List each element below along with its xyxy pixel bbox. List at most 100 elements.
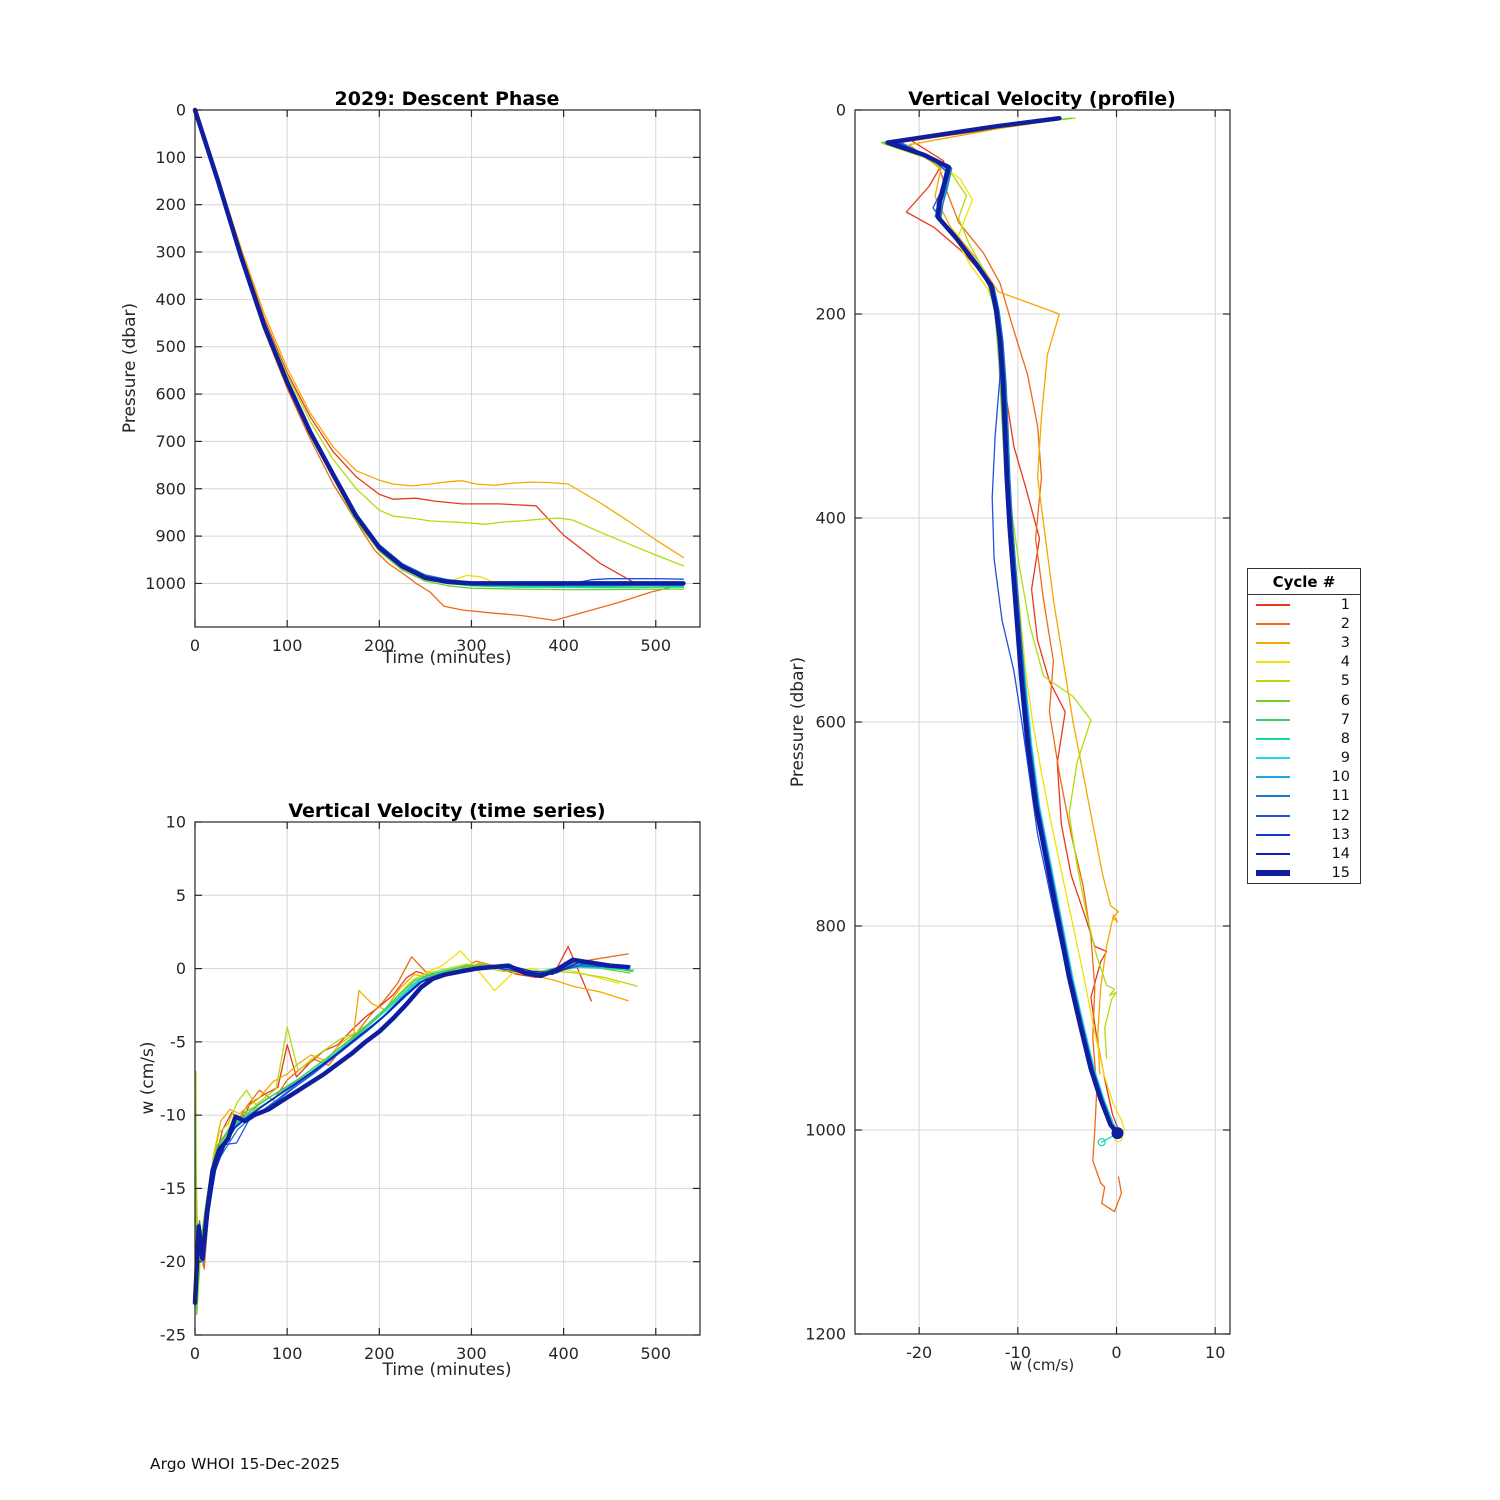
- legend-row: 8: [1248, 729, 1360, 748]
- legend-line-swatch: [1256, 603, 1290, 606]
- legend-line-swatch: [1256, 757, 1290, 760]
- legend-cycle-number: 7: [1340, 711, 1350, 728]
- legend-row: 1: [1248, 595, 1360, 614]
- series-line-cycle-1: [905, 119, 1120, 1131]
- legend-row: 6: [1248, 691, 1360, 710]
- legend-row: 2: [1248, 614, 1360, 633]
- series-line-cycle-5: [195, 963, 638, 1314]
- legend-row: 3: [1248, 633, 1360, 652]
- series-line-cycle-7: [194, 964, 634, 1295]
- legend-separator: [1248, 594, 1360, 595]
- x-tick-label: 100: [272, 636, 303, 655]
- x-tick-label: 0: [190, 1344, 200, 1363]
- legend-cycle-number: 8: [1340, 730, 1350, 747]
- legend-line-swatch: [1256, 680, 1290, 683]
- series-line-cycle-1: [194, 109, 685, 586]
- y-tick-label: 800: [815, 917, 846, 936]
- legend-line-swatch: [1256, 641, 1290, 644]
- y-tick-label: -10: [160, 1106, 186, 1125]
- series-line-cycle-12: [194, 109, 685, 586]
- series-line-cycle-4: [894, 118, 1126, 1139]
- legend-line-swatch: [1256, 814, 1290, 817]
- figure-footer: Argo WHOI 15-Dec-2025: [150, 1455, 340, 1473]
- legend-line-swatch: [1256, 870, 1290, 877]
- y-tick-label: 500: [155, 337, 186, 356]
- wtime-plot-title: Vertical Velocity (time series): [288, 800, 606, 822]
- y-tick-label: 700: [155, 432, 186, 451]
- legend-line-swatch: [1256, 833, 1290, 836]
- series-line-cycle-8: [194, 109, 685, 589]
- axes-box: [194, 109, 701, 628]
- y-tick-label: 100: [155, 148, 186, 167]
- descent-xlabel: Time (minutes): [382, 648, 512, 668]
- wprofile-plot-title: Vertical Velocity (profile): [908, 88, 1176, 110]
- y-tick-label: 1000: [805, 1121, 846, 1140]
- y-tick-label: 0: [836, 101, 846, 120]
- series-line-cycle-4: [194, 109, 685, 587]
- legend-cycle-number: 4: [1340, 654, 1350, 671]
- legend-cycle-number: 2: [1340, 615, 1350, 632]
- legend-row: 7: [1248, 710, 1360, 729]
- y-tick-label: 200: [815, 305, 846, 324]
- series-line-cycle-6: [880, 117, 1118, 1133]
- legend-cycle-number: 5: [1340, 673, 1350, 690]
- legend-line-swatch: [1256, 718, 1290, 721]
- series-line-cycle-2: [898, 119, 1123, 1213]
- y-tick-label: 400: [155, 290, 186, 309]
- legend-line-swatch: [1256, 776, 1290, 779]
- series-end-marker-cycle-8: [1097, 1138, 1106, 1147]
- y-tick-label: 200: [155, 195, 186, 214]
- legend-row: 10: [1248, 768, 1360, 787]
- series-line-cycle-11: [194, 963, 625, 1289]
- y-tick-label: 300: [155, 243, 186, 262]
- series-line-cycle-7: [890, 118, 1119, 1137]
- y-tick-label: 0: [176, 101, 186, 120]
- legend-row: 14: [1248, 844, 1360, 863]
- x-tick-label: 400: [548, 636, 579, 655]
- series-line-cycle-7: [194, 109, 685, 588]
- series-line-cycle-8: [194, 964, 635, 1307]
- y-tick-label: -15: [160, 1179, 186, 1198]
- y-tick-label: 5: [176, 886, 186, 905]
- series-line-cycle-6: [194, 109, 685, 591]
- x-tick-label: 10: [1205, 1343, 1225, 1362]
- legend-row: 4: [1248, 653, 1360, 672]
- legend-cycle-number: 9: [1340, 750, 1350, 767]
- y-tick-label: -20: [160, 1252, 186, 1271]
- series-line-cycle-5: [194, 109, 685, 567]
- x-tick-label: 400: [548, 1344, 579, 1363]
- series-line-cycle-15: [885, 115, 1120, 1136]
- series-line-cycle-3: [908, 119, 1120, 1075]
- wprofile-ylabel: Pressure (dbar): [788, 656, 808, 788]
- series-line-cycle-11: [896, 118, 1119, 1135]
- y-tick-label: 900: [155, 527, 186, 546]
- legend-line-swatch: [1256, 737, 1290, 740]
- wprofile-xlabel: w (cm/s): [1009, 1356, 1075, 1374]
- x-tick-label: 300: [456, 1344, 487, 1363]
- legend-cycle-number: 3: [1340, 634, 1350, 651]
- series-line-cycle-13: [891, 118, 1117, 1133]
- legend-row: 5: [1248, 672, 1360, 691]
- legend-rows: 1 2 3 4 5 6 7 8 9 10 11 12 13 14 15: [1248, 595, 1360, 883]
- x-tick-label: 0: [190, 636, 200, 655]
- y-tick-label: 0: [176, 959, 186, 978]
- series-line-cycle-15: [192, 957, 631, 1306]
- series-line-cycle-14: [194, 962, 629, 1305]
- legend-cycle-number: 12: [1331, 807, 1350, 824]
- legend-cycle-number: 11: [1331, 788, 1350, 805]
- legend-cycle-number: 6: [1340, 692, 1350, 709]
- legend-row: 15: [1248, 864, 1360, 883]
- legend-line-swatch: [1256, 699, 1290, 702]
- legend-row: 12: [1248, 806, 1360, 825]
- series-line-cycle-2: [194, 109, 680, 622]
- y-tick-label: -5: [170, 1032, 186, 1051]
- axes-box: [194, 821, 701, 1336]
- legend-cycle-number: 15: [1331, 865, 1350, 882]
- legend-row: 13: [1248, 825, 1360, 844]
- series-line-cycle-10: [194, 109, 685, 587]
- y-tick-label: 1200: [805, 1325, 846, 1344]
- y-tick-label: 600: [815, 713, 846, 732]
- legend-cycle-number: 10: [1331, 769, 1350, 786]
- wtime-ylabel: w (cm/s): [138, 1041, 158, 1115]
